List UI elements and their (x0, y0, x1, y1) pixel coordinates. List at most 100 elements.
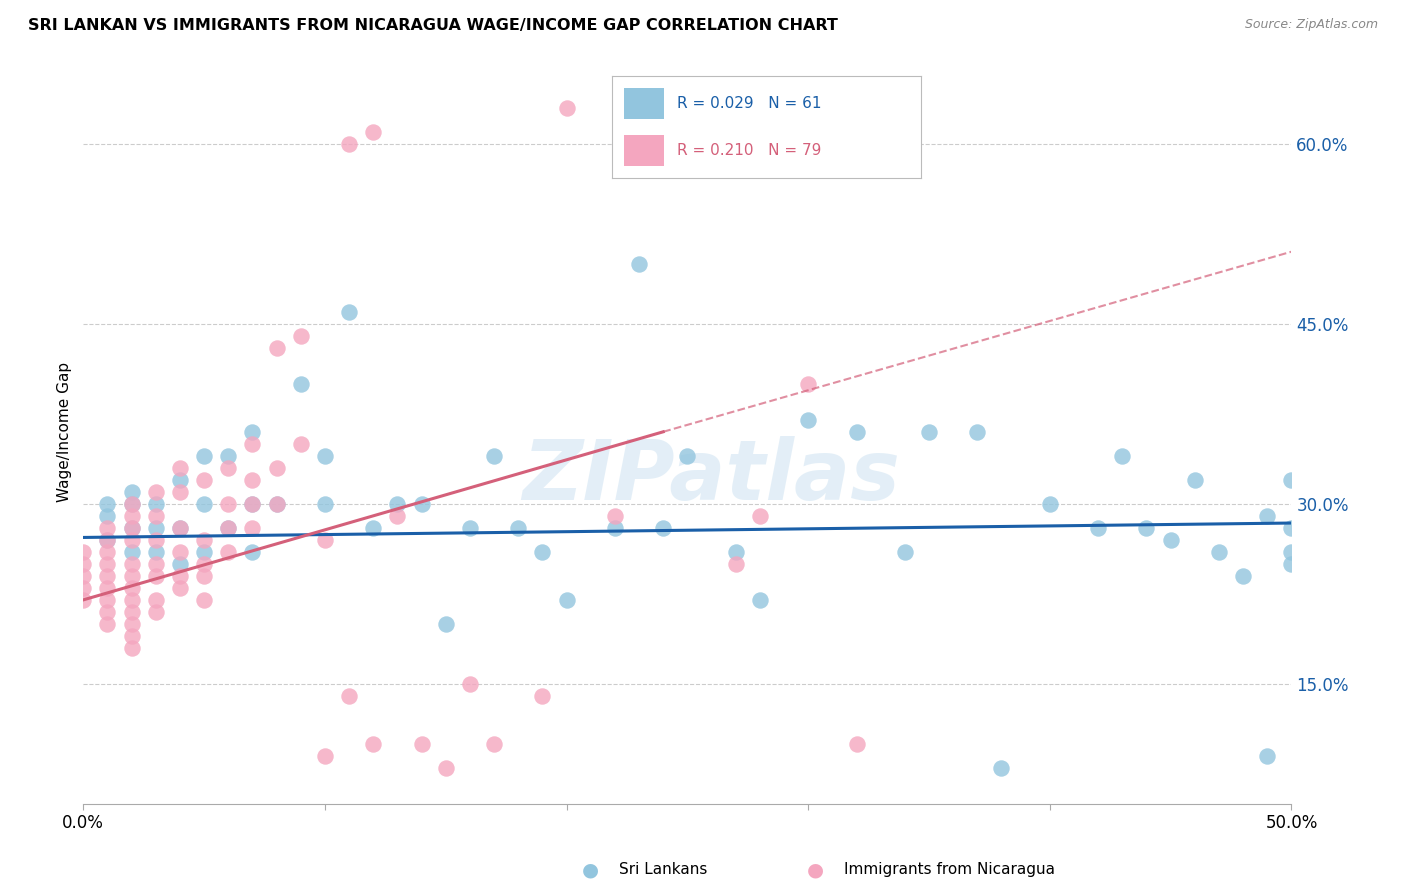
Point (193, 533, 215, 547)
Point (96, 557, 118, 571)
Point (337, 136, 360, 151)
Point (145, 557, 167, 571)
Point (169, 521, 191, 535)
Point (1184, 473, 1206, 487)
Point (242, 497, 264, 511)
Point (1281, 545, 1303, 559)
Point (217, 521, 239, 535)
Text: Sri Lankans: Sri Lankans (619, 863, 707, 877)
Point (266, 497, 288, 511)
Point (145, 533, 167, 547)
Point (217, 497, 239, 511)
Point (531, 689, 554, 703)
Point (121, 557, 143, 571)
Point (96, 569, 118, 583)
Point (145, 484, 167, 499)
Point (193, 557, 215, 571)
Point (1039, 497, 1062, 511)
Point (337, 689, 360, 703)
Text: ZIPatlas: ZIPatlas (523, 436, 900, 517)
Point (748, 508, 770, 523)
Point (121, 581, 143, 595)
Point (1135, 521, 1157, 535)
Point (1281, 557, 1303, 571)
Point (193, 569, 215, 583)
Text: Immigrants from Nicaragua: Immigrants from Nicaragua (844, 863, 1054, 877)
Point (96, 508, 118, 523)
Point (603, 521, 626, 535)
Point (96, 497, 118, 511)
Point (290, 376, 312, 391)
Point (1256, 508, 1278, 523)
Point (169, 569, 191, 583)
Point (217, 449, 239, 463)
Point (242, 437, 264, 451)
Point (1111, 449, 1133, 463)
Point (169, 557, 191, 571)
Point (314, 533, 336, 547)
Text: Source: ZipAtlas.com: Source: ZipAtlas.com (1244, 18, 1378, 31)
Point (482, 449, 505, 463)
Point (1281, 473, 1303, 487)
Point (314, 449, 336, 463)
Point (217, 460, 239, 475)
Point (748, 136, 770, 151)
Point (652, 101, 675, 115)
Point (96, 616, 118, 631)
Point (700, 136, 723, 151)
Point (169, 484, 191, 499)
Point (121, 497, 143, 511)
Point (603, 508, 626, 523)
Point (121, 545, 143, 559)
Point (217, 545, 239, 559)
Point (1160, 533, 1182, 547)
Point (797, 413, 820, 427)
Point (242, 545, 264, 559)
Point (387, 508, 409, 523)
Point (193, 449, 215, 463)
Point (676, 809, 699, 823)
Point (242, 473, 264, 487)
Point (434, 616, 457, 631)
Point (361, 737, 384, 751)
Point (96, 605, 118, 619)
Point (72, 557, 94, 571)
Y-axis label: Wage/Income Gap: Wage/Income Gap (58, 362, 72, 502)
Point (531, 545, 554, 559)
Point (145, 593, 167, 607)
Point (145, 545, 167, 559)
Point (145, 605, 167, 619)
Point (411, 737, 433, 751)
Point (1087, 521, 1109, 535)
Point (121, 521, 143, 535)
Point (266, 460, 288, 475)
Point (72, 593, 94, 607)
Point (482, 737, 505, 751)
Point (169, 473, 191, 487)
Point (290, 328, 312, 343)
Point (121, 629, 143, 643)
Point (96, 533, 118, 547)
Point (1208, 545, 1230, 559)
Point (361, 521, 384, 535)
Point (797, 376, 820, 391)
Point (96, 521, 118, 535)
Point (193, 497, 215, 511)
Point (145, 497, 167, 511)
Point (845, 425, 868, 439)
Point (121, 593, 143, 607)
Point (314, 748, 336, 763)
Point (266, 497, 288, 511)
Point (458, 677, 481, 691)
Point (458, 521, 481, 535)
Point (242, 425, 264, 439)
Point (508, 521, 530, 535)
Point (72, 545, 94, 559)
Text: R = 0.210   N = 79: R = 0.210 N = 79 (676, 144, 821, 158)
Point (193, 545, 215, 559)
Point (411, 497, 433, 511)
Point (266, 341, 288, 355)
Text: SRI LANKAN VS IMMIGRANTS FROM NICARAGUA WAGE/INCOME GAP CORRELATION CHART: SRI LANKAN VS IMMIGRANTS FROM NICARAGUA … (28, 18, 838, 33)
Point (748, 593, 770, 607)
Point (72, 581, 94, 595)
